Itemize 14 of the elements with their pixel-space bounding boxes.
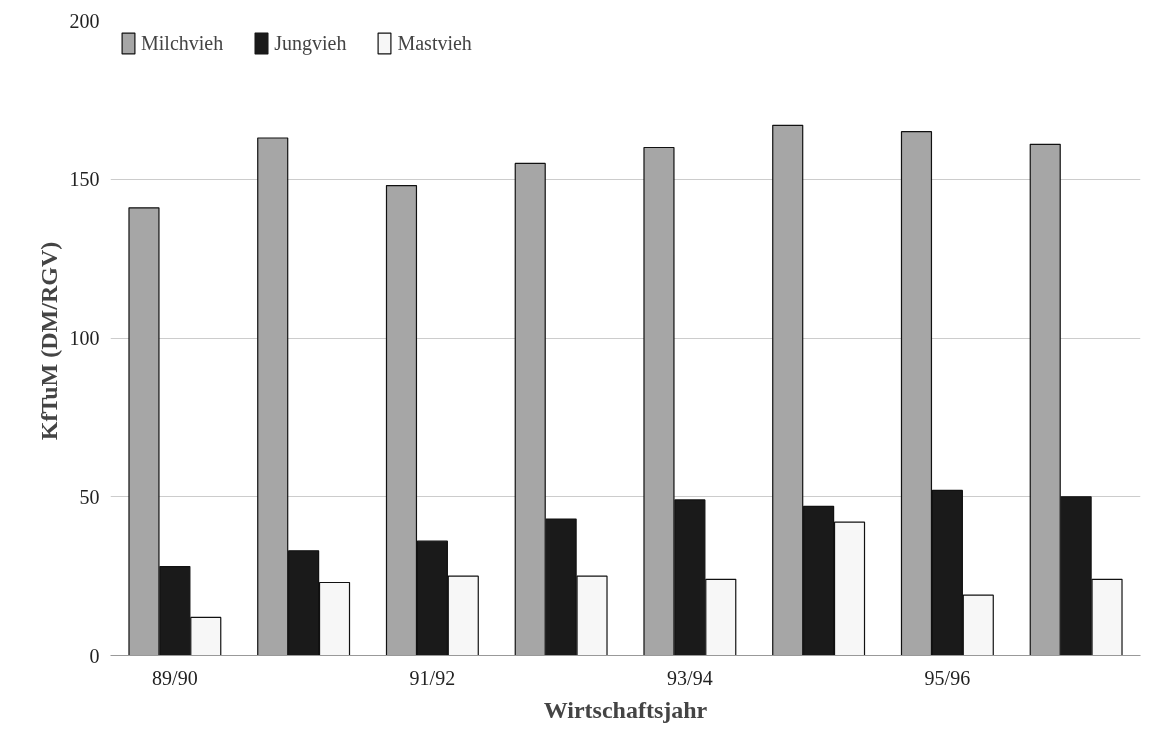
- y-tick-label: 0: [89, 644, 100, 667]
- y-tick-label: 50: [79, 485, 100, 508]
- legend-label: Mastvieh: [397, 31, 472, 55]
- y-tick-label: 200: [69, 9, 100, 32]
- y-axis-title: KfTuM (DM/RGV): [35, 241, 62, 441]
- legend-label: Milchvieh: [141, 31, 224, 55]
- x-axis-title: Wirtschaftsjahr: [543, 696, 708, 723]
- y-tick-label: 100: [69, 327, 100, 349]
- x-tick-label: 91/92: [409, 666, 456, 689]
- legend-label: Jungvieh: [274, 31, 347, 55]
- x-tick-label: 89/90: [152, 666, 198, 689]
- y-tick-label: 150: [69, 168, 100, 191]
- x-tick-label: 93/94: [667, 666, 713, 689]
- x-tick-label: 95/96: [924, 666, 971, 689]
